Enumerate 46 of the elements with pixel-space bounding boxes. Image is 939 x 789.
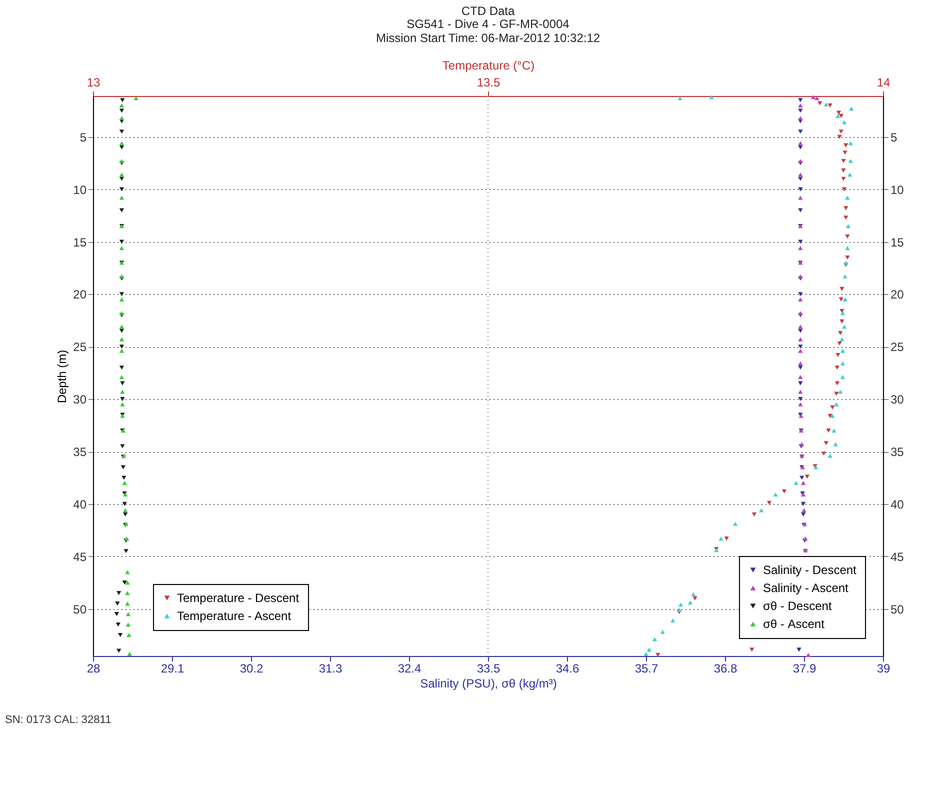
x-tick-label: 29.1 (160, 662, 184, 676)
y-tick-label: 40 (73, 497, 87, 512)
y2-tick-label: 20 (890, 288, 904, 302)
y-tick-label: 45 (73, 550, 87, 564)
y-tick-label: 30 (73, 392, 87, 407)
y-tick-label: 10 (73, 182, 87, 197)
chart-subtitle: SG541 - Dive 4 - GF-MR-0004 Mission Start Time: 06-Mar-2012 10:32:12 (376, 17, 600, 45)
x-tick-label: 31.3 (318, 662, 342, 676)
y2-tick-label: 45 (890, 550, 904, 564)
x-tick-label: 37.9 (792, 662, 816, 676)
y-tick-label: 35 (73, 445, 87, 460)
y2-tick-label: 30 (890, 392, 904, 407)
chart-title: CTD Data (461, 4, 515, 18)
legend-label: Temperature - Descent (177, 591, 300, 605)
y2-tick-label: 50 (890, 602, 904, 616)
x-tick-label: 35.7 (634, 662, 658, 676)
x-tick-label: 34.6 (556, 662, 580, 676)
y-axis-title: Depth (m) (55, 350, 70, 404)
y2-tick-label: 40 (890, 497, 904, 512)
x2-tick-label: 13 (86, 76, 100, 90)
y-tick-label: 20 (73, 288, 87, 302)
y2-tick-label: 25 (890, 340, 904, 354)
y-tick-label: 50 (73, 602, 87, 616)
y2-tick-label: 10 (890, 182, 904, 197)
y-tick-label: 25 (73, 340, 87, 354)
x2-axis-title: Temperature (°C) (442, 58, 535, 72)
y2-tick-label: 35 (890, 445, 904, 460)
x2-tick-label: 14 (876, 76, 890, 90)
x2-tick-label: 13.5 (476, 76, 500, 90)
y2-tick-label: 15 (890, 235, 904, 250)
x-tick-label: 32.4 (398, 662, 422, 676)
y-tick-label: 5 (80, 130, 87, 144)
legend-label: σθ - Ascent (763, 617, 826, 631)
x-tick-label: 28 (86, 662, 100, 676)
x-axis-title: Salinity (PSU), σθ (kg/m³) (420, 676, 557, 690)
x-tick-label: 33.5 (476, 662, 500, 676)
text: SN: 0173 CAL: 32811 (5, 714, 112, 726)
legend-label: σθ - Descent (763, 599, 832, 613)
legend-label: Temperature - Ascent (177, 609, 292, 623)
x-tick-label: 39 (876, 662, 890, 676)
x-tick-label: 30.2 (240, 662, 264, 676)
y-tick-label: 15 (73, 235, 87, 250)
legend-label: Salinity - Ascent (763, 581, 850, 595)
x-tick-label: 36.8 (714, 662, 738, 676)
legend-label: Salinity - Descent (763, 563, 858, 577)
y2-tick-label: 5 (890, 130, 898, 144)
